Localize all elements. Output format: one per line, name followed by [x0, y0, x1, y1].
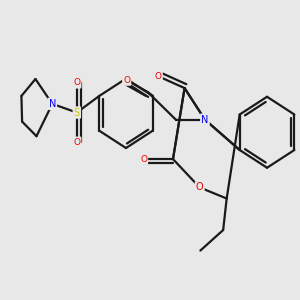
- Text: O: O: [140, 154, 147, 164]
- Text: N: N: [201, 115, 208, 124]
- Text: O: O: [123, 76, 130, 85]
- Text: N: N: [49, 99, 56, 109]
- Text: O: O: [74, 79, 80, 88]
- Text: O: O: [196, 182, 203, 193]
- Text: O: O: [155, 72, 162, 81]
- Text: S: S: [74, 107, 80, 118]
- Text: O: O: [74, 138, 80, 147]
